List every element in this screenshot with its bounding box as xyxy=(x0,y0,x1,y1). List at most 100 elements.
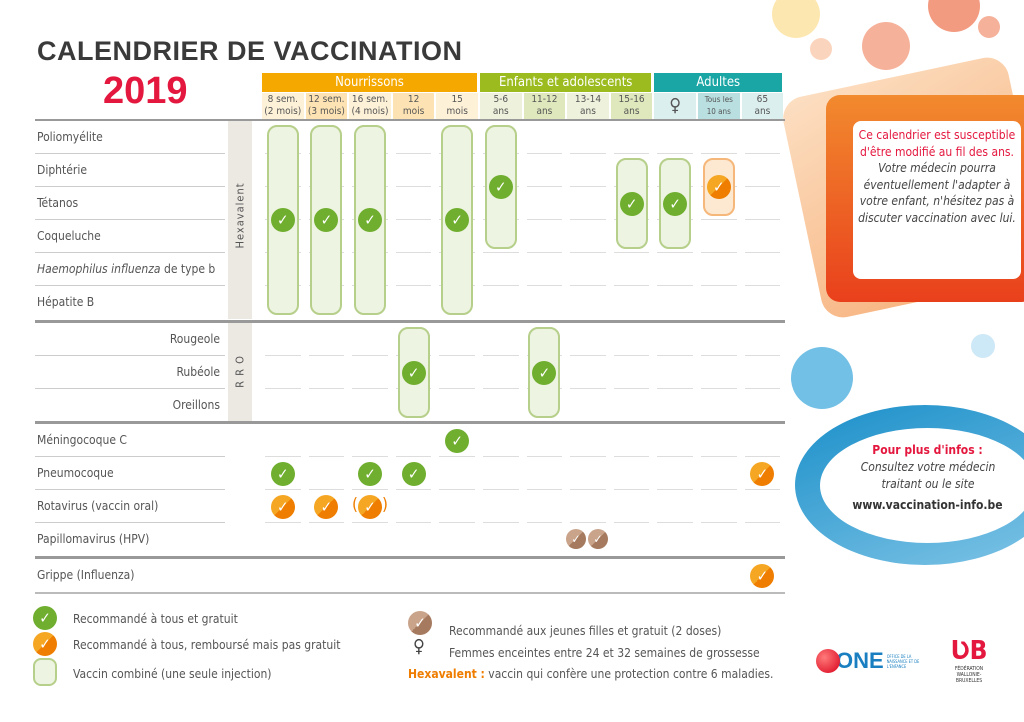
row-separator xyxy=(35,355,225,356)
decor-circle xyxy=(978,16,1000,38)
cell-separator xyxy=(439,355,475,356)
row-label-text: Diphtérie xyxy=(37,163,87,177)
one-logo-ball xyxy=(816,649,840,673)
cell-separator xyxy=(352,388,388,389)
legend-combined: Vaccin combiné (une seule injection) xyxy=(73,667,272,681)
parentheses: () xyxy=(352,494,388,515)
column-header: 12 mois xyxy=(392,93,435,120)
cell-separator xyxy=(613,153,650,154)
legend-female: Femmes enceintes entre 24 et 32 semaines… xyxy=(449,646,760,660)
decor-circle xyxy=(810,38,832,60)
cell-separator xyxy=(570,219,606,220)
cell-separator xyxy=(701,219,737,220)
column-header: 15-16 ans xyxy=(610,93,653,120)
cell-separator xyxy=(395,153,432,154)
cell-separator xyxy=(439,489,475,490)
column-label: Tous les xyxy=(704,95,733,104)
row-label: Grippe (Influenza) xyxy=(37,559,134,592)
row-label-text: Coqueluche xyxy=(37,229,101,243)
more-info-title: Pour plus d'infos : xyxy=(872,443,983,457)
column-label: 5-6 xyxy=(493,94,509,105)
cell-separator xyxy=(352,489,388,490)
cell-separator xyxy=(395,186,432,187)
cell-separator xyxy=(570,522,606,523)
green-check-icon: ✓ xyxy=(532,360,557,385)
column-sublabel: ans xyxy=(536,106,553,117)
cell-separator xyxy=(744,388,781,389)
column-label: 65 xyxy=(756,94,769,105)
row-label-text: Oreillons xyxy=(172,398,220,412)
cell-separator xyxy=(526,153,563,154)
green-check-icon: ✓ xyxy=(270,208,295,232)
row-label: Papillomavirus (HPV) xyxy=(37,523,149,556)
cell-separator xyxy=(483,388,519,389)
cell-separator xyxy=(613,355,650,356)
hexavalent-band xyxy=(228,121,252,319)
orange-check-icon: ✓ xyxy=(706,175,731,199)
legend-orange: Recommandé à tous, remboursé mais pas gr… xyxy=(73,638,341,652)
fwb-logo-mark: ƲB xyxy=(950,636,988,666)
cell-separator xyxy=(395,285,432,286)
bottom-line xyxy=(35,592,785,594)
green-check-icon: ✓ xyxy=(488,175,513,199)
cell-separator xyxy=(352,456,388,457)
row-label: Tétanos xyxy=(37,187,78,220)
rro-label: R R O xyxy=(233,354,247,388)
cell-separator xyxy=(308,522,345,523)
row-label: Rotavirus (vaccin oral) xyxy=(37,490,158,523)
cell-separator xyxy=(526,456,563,457)
brown-check-icon: ✓ xyxy=(566,528,586,549)
cell-separator xyxy=(439,456,475,457)
legend-brown: Recommandé aux jeunes filles et gratuit … xyxy=(449,624,722,638)
cell-separator xyxy=(526,252,563,253)
cell-separator xyxy=(701,355,737,356)
green-check-icon: ✓ xyxy=(358,461,382,486)
legend-green: Recommandé à tous et gratuit xyxy=(73,612,238,626)
green-check-icon: ✓ xyxy=(619,191,644,216)
green-check-icon: ✓ xyxy=(445,208,470,232)
cell-separator xyxy=(265,456,301,457)
decor-circle xyxy=(791,347,853,409)
column-header: 13-14 ans xyxy=(567,93,609,120)
row-label-text: Rubéole xyxy=(176,365,220,379)
cell-separator xyxy=(265,355,301,356)
green-check-icon: ✓ xyxy=(401,461,426,486)
column-header: 15 mois xyxy=(436,93,478,120)
row-separator xyxy=(35,153,225,154)
cell-separator xyxy=(570,285,606,286)
column-label: 11-12 xyxy=(531,94,558,105)
row-label-text: Rougeole xyxy=(169,332,220,346)
column-sublabel: (2 mois) xyxy=(264,106,302,117)
cell-separator xyxy=(613,489,650,490)
more-info-box: Pour plus d'infos : Consultez votre méde… xyxy=(820,428,1024,543)
divider xyxy=(35,119,785,121)
legend-combined-icon xyxy=(33,658,57,686)
divider xyxy=(35,320,785,323)
green-check-icon: ✓ xyxy=(401,360,426,385)
column-label: 16 sem. xyxy=(351,94,389,105)
cell-separator xyxy=(526,219,563,220)
cell-separator xyxy=(526,489,563,490)
cell-separator xyxy=(744,219,781,220)
group-header: Enfants et adolescents xyxy=(480,73,652,92)
row-label: Coqueluche xyxy=(37,220,101,253)
info-highlight: Ce calendrier est susceptible d'être mod… xyxy=(858,128,1016,159)
fwb-logo: ƲB FÉDÉRATION WALLONIE-BRUXELLES xyxy=(944,636,994,684)
one-logo-text: ONE xyxy=(836,648,884,673)
green-check-icon: ✓ xyxy=(445,428,470,453)
info-text: Votre médecin pourra éventuellement l'ad… xyxy=(858,161,1016,225)
column-sublabel: mois xyxy=(446,106,468,117)
column-label: 13-14 xyxy=(574,94,602,105)
cell-separator xyxy=(701,522,737,523)
fwb-logo-text: FÉDÉRATION WALLONIE-BRUXELLES xyxy=(954,666,984,684)
cell-separator xyxy=(613,252,650,253)
cell-separator xyxy=(308,489,345,490)
row-separator xyxy=(35,186,225,187)
rro-band xyxy=(228,323,252,422)
column-sublabel: ans xyxy=(623,106,640,117)
column-header: 8 sem. (2 mois) xyxy=(262,93,304,120)
cell-separator xyxy=(483,355,519,356)
more-info-url[interactable]: www.vaccination-info.be xyxy=(852,498,1003,512)
cell-separator xyxy=(395,522,432,523)
cell-separator xyxy=(483,252,519,253)
